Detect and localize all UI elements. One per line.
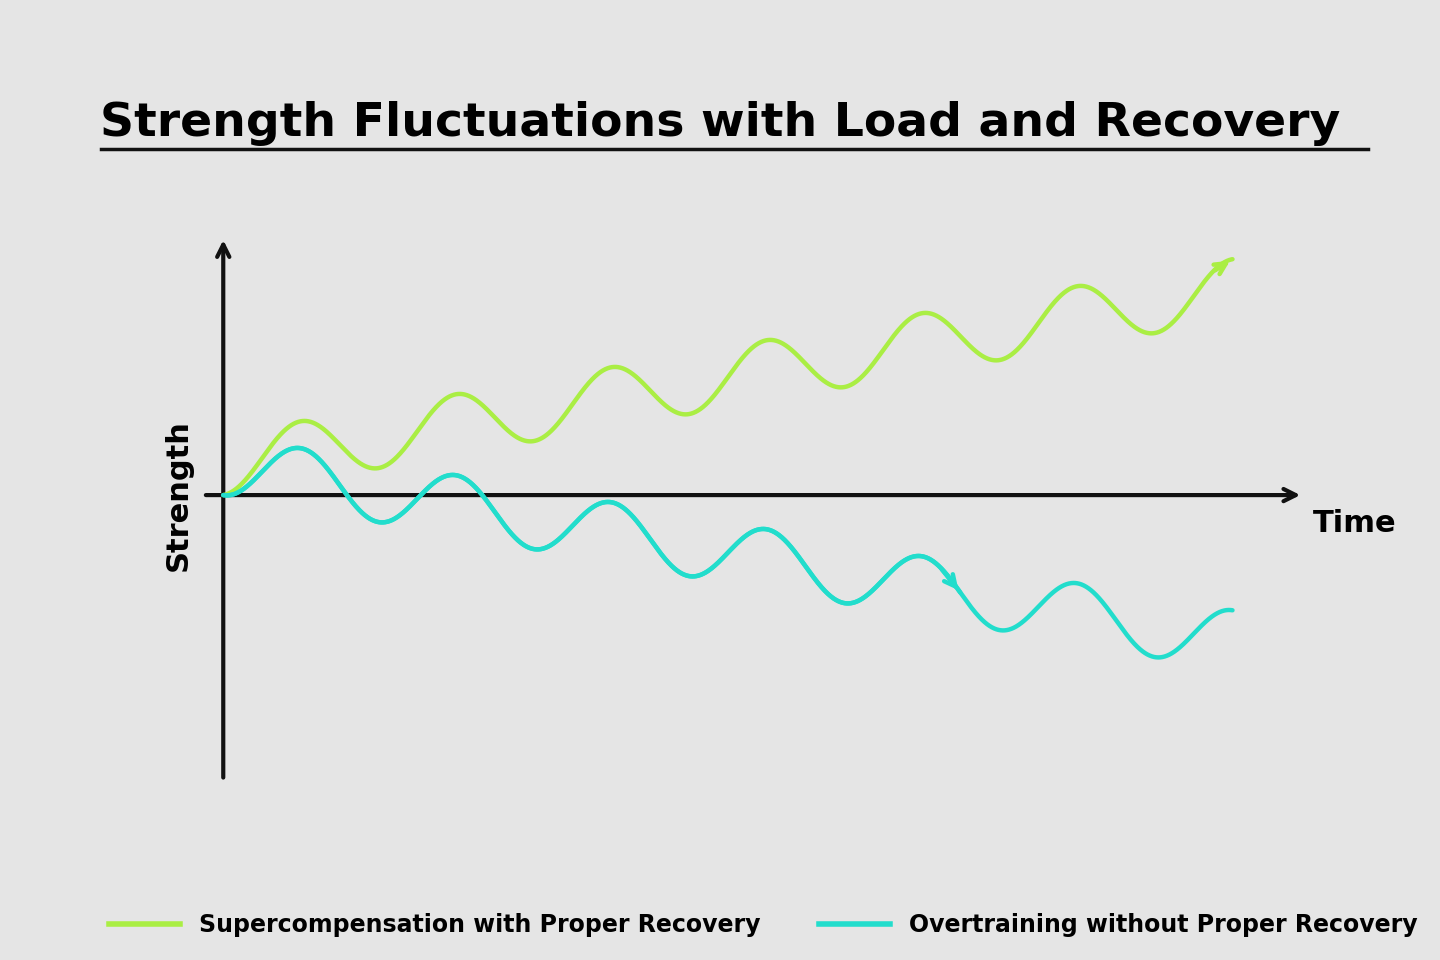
Text: Strength: Strength (163, 420, 193, 571)
Legend: Supercompensation with Proper Recovery, Overtraining without Proper Recovery: Supercompensation with Proper Recovery, … (99, 903, 1427, 947)
Text: Strength Fluctuations with Load and Recovery: Strength Fluctuations with Load and Reco… (99, 101, 1341, 146)
Text: Time: Time (1313, 509, 1397, 538)
